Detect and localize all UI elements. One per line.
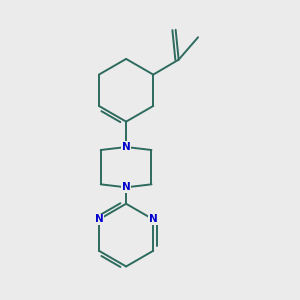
Text: N: N: [149, 214, 158, 224]
Text: N: N: [122, 142, 130, 152]
Text: N: N: [122, 182, 130, 192]
Text: N: N: [94, 214, 103, 224]
